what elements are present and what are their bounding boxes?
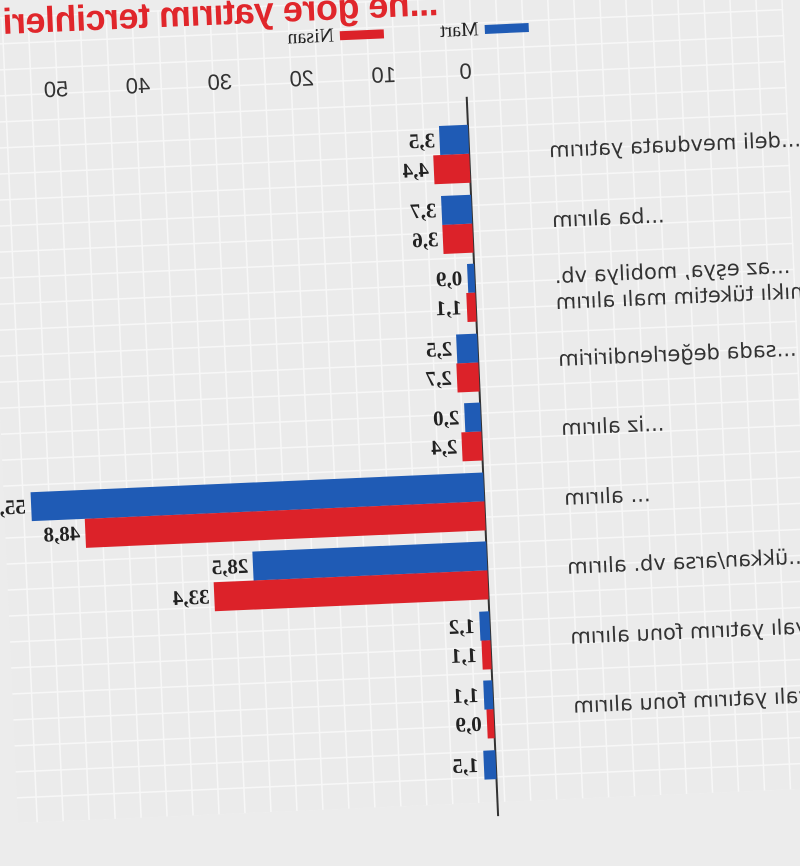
- data-label-nisan: 48,8: [42, 520, 81, 547]
- bar-mart: [440, 194, 473, 225]
- x-tick-label: 10: [370, 61, 397, 88]
- category-label: ...ükkan/arsa vb. alırım: [566, 544, 800, 579]
- data-label-mart: 2,5: [425, 336, 453, 362]
- bar-mart: [463, 402, 482, 433]
- data-label-nisan: 2,7: [425, 365, 453, 391]
- bar-mart: [483, 680, 494, 710]
- data-label-mart: 3,5: [408, 128, 436, 154]
- data-label-mart: 55,3: [0, 493, 27, 520]
- category-label: ...az eşya, mobilya vb. ...anıklı tüketi…: [554, 253, 800, 315]
- category-label: ...e dayalı yatırım fonu alırım: [572, 682, 800, 718]
- category-label: ...sada değerlendiririm: [557, 336, 797, 371]
- bar-mart: [479, 610, 491, 641]
- data-label-nisan: 0,9: [454, 711, 483, 737]
- x-tick-label: 50: [43, 76, 69, 103]
- data-label-mart: 3,7: [409, 197, 437, 223]
- bar-nisan: [442, 223, 474, 254]
- bar-nisan: [481, 639, 492, 670]
- category-label: ...deli mevduata yatırım: [548, 127, 800, 163]
- bar-nisan: [486, 709, 495, 739]
- x-tick-label: 30: [207, 69, 233, 96]
- legend-swatch-nisan: [339, 29, 385, 41]
- data-label-nisan: 4,4: [402, 157, 430, 183]
- legend-swatch-mart: [484, 23, 529, 34]
- data-label-mart: 28,5: [211, 553, 249, 580]
- bar-mart: [466, 263, 476, 293]
- data-label-nisan: 2,4: [430, 434, 458, 460]
- bar-nisan: [433, 153, 471, 185]
- category-label: ... alırım: [563, 481, 651, 510]
- data-label-nisan: 33,4: [172, 584, 210, 611]
- data-label-nisan: 1,1: [450, 642, 478, 668]
- bar-mart: [439, 124, 470, 155]
- data-label-mart: 1,5: [451, 752, 480, 778]
- data-label-nisan: 3,6: [411, 226, 439, 252]
- legend-label-mart: Mart: [439, 18, 480, 42]
- data-label-mart: 2,0: [432, 405, 460, 431]
- chart: ...ne göre yatırım tercihleri Mart Nisan…: [0, 0, 800, 824]
- category-label: ...dayalı yatırım fonu alırım: [569, 611, 800, 649]
- data-label-mart: 1,1: [452, 682, 480, 708]
- data-label-nisan: 1,1: [435, 295, 463, 321]
- x-tick-label: 40: [125, 72, 151, 99]
- bar-nisan: [461, 431, 483, 462]
- data-label-mart: 0,9: [435, 266, 463, 292]
- bar-mart: [482, 749, 497, 780]
- category-label: ...ba alırım: [551, 202, 665, 232]
- bar-nisan: [466, 292, 477, 322]
- x-tick-label: 20: [288, 65, 315, 92]
- bar-mart: [456, 333, 479, 363]
- category-label: ...iz alırım: [560, 411, 665, 440]
- x-tick-label: 0: [458, 58, 473, 85]
- legend-label-nisan: Nisan: [286, 24, 335, 49]
- bar-nisan: [456, 362, 480, 392]
- data-label-mart: 1,2: [448, 613, 476, 639]
